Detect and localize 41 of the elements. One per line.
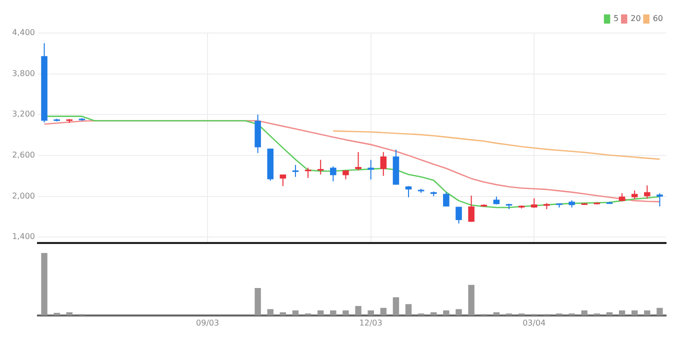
candlestick xyxy=(644,184,650,200)
bar xyxy=(267,309,274,316)
bar xyxy=(330,310,336,316)
candlestick xyxy=(405,186,412,198)
bar xyxy=(443,310,450,316)
bar xyxy=(254,288,261,316)
legend-label: 20 xyxy=(630,14,641,24)
candlestick xyxy=(443,192,450,207)
y-tick-label: 3,200 xyxy=(12,110,35,119)
candlestick xyxy=(530,198,538,208)
x-tick-label: 03/04 xyxy=(522,318,546,328)
candlestick xyxy=(304,167,312,178)
x-tick-label: 09/03 xyxy=(196,318,220,328)
y-tick-label: 2,000 xyxy=(12,191,35,200)
candlestick xyxy=(368,159,374,180)
candlestick xyxy=(456,206,462,224)
legend-label: 5 xyxy=(614,14,619,24)
y-tick-label: 1,400 xyxy=(12,232,35,242)
x-tick-label: 12/03 xyxy=(359,318,382,328)
bar xyxy=(644,310,650,316)
bar xyxy=(380,308,387,316)
y-tick-label: 3,800 xyxy=(12,68,35,78)
candlestick xyxy=(656,192,663,207)
legend-label: 60 xyxy=(652,14,664,24)
bar xyxy=(342,310,349,316)
candlestick xyxy=(468,195,474,222)
bar xyxy=(41,253,48,316)
bar xyxy=(468,284,474,316)
candlestick xyxy=(317,159,324,175)
candlestick xyxy=(380,152,387,176)
candlestick xyxy=(330,166,336,182)
candlestick xyxy=(355,152,362,171)
bar xyxy=(456,309,462,316)
bar xyxy=(656,308,663,316)
bar xyxy=(405,304,412,316)
y-tick-label: 2,600 xyxy=(12,150,35,160)
bar xyxy=(368,310,374,316)
candlestick xyxy=(292,164,299,178)
bar xyxy=(392,297,400,316)
bar xyxy=(355,306,362,316)
y-tick-label: 4,400 xyxy=(12,28,35,38)
